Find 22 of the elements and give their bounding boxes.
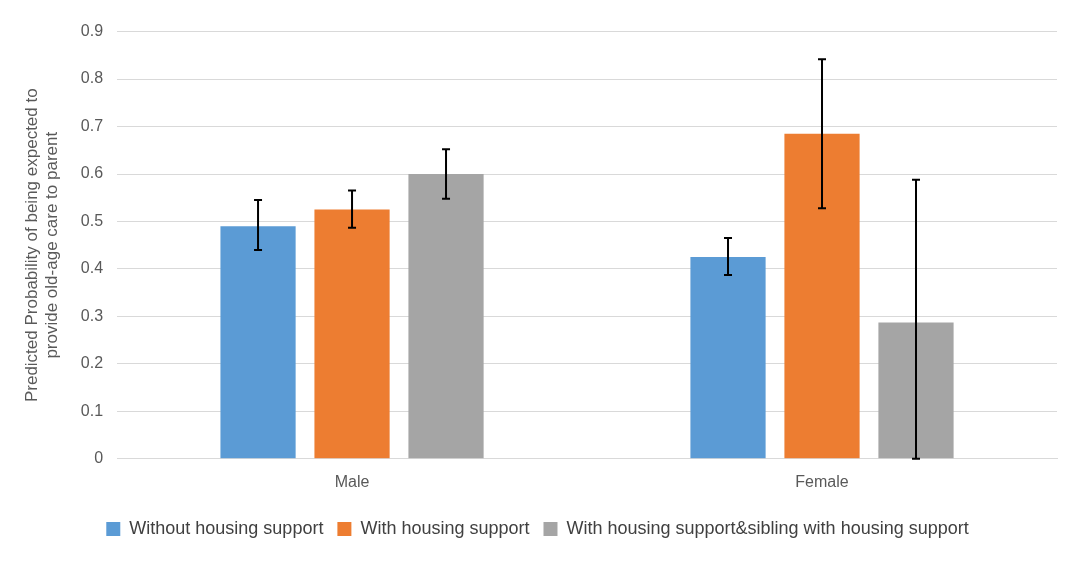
bar (220, 226, 296, 459)
bar (878, 322, 954, 459)
y-tick-label: 0.2 (80, 354, 104, 372)
y-tick-label: 0.7 (80, 116, 104, 134)
y-tick-label: 0.6 (80, 164, 104, 182)
y-tick-label: 0.4 (80, 259, 104, 277)
x-tick-label: Female (795, 472, 849, 490)
y-tick-label: 0.8 (80, 69, 104, 87)
y-tick-label: 0.3 (80, 306, 104, 324)
legend-label: With housing support (360, 517, 530, 538)
x-tick-label: Male (334, 472, 370, 490)
legend-label: Without housing support (129, 517, 324, 538)
y-axis-title: Predicted Probability of being expected to provide old-age care to parent (21, 88, 62, 403)
y-tick-label: 0 (94, 449, 104, 467)
y-tick-label: 0.1 (80, 401, 104, 419)
bar (784, 133, 860, 459)
legend-label: With housing support&sibling with housing support (566, 517, 969, 538)
bar (314, 209, 390, 459)
bar (408, 174, 484, 459)
bar (690, 257, 766, 459)
y-tick-label: 0.5 (80, 211, 104, 229)
y-tick-label: 0.9 (80, 22, 104, 40)
